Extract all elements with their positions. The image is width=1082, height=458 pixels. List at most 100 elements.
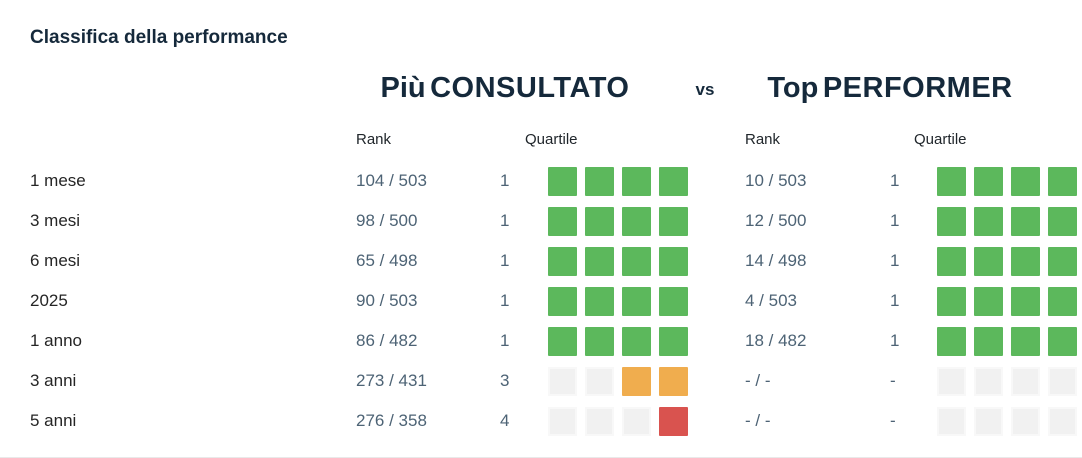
quartile-square-empty	[622, 406, 651, 436]
quartile-square-empty	[1011, 406, 1040, 436]
quartile-square-empty	[937, 366, 966, 396]
quartile-square-empty	[585, 366, 614, 396]
left-quartile-squares	[548, 246, 745, 276]
right-quartile-squares	[937, 206, 1082, 236]
left-quartile-squares	[548, 166, 745, 196]
table-row: 3 mesi 98 / 500 1 12 / 500 1	[30, 201, 1082, 241]
quartile-square-filled	[1011, 286, 1040, 316]
right-quartile-squares	[937, 366, 1082, 396]
left-rank-value: 86 / 482	[356, 331, 418, 350]
quartile-square-filled	[659, 366, 688, 396]
quartile-square-filled	[548, 286, 577, 316]
quartile-square-empty	[1011, 366, 1040, 396]
right-group-header-rest: PERFORMER	[822, 72, 1013, 104]
quartile-square-filled	[974, 206, 1003, 236]
left-group-header: Più CONSULTATO	[340, 72, 670, 108]
quartile-square-filled	[1048, 286, 1077, 316]
page-title: Classifica della performance	[30, 27, 288, 48]
left-rank-column-header: Rank	[356, 131, 392, 148]
period-label: 1 mese	[30, 171, 86, 190]
quartile-square-filled	[1048, 166, 1077, 196]
right-quartile-squares	[937, 326, 1082, 356]
quartile-square-filled	[622, 326, 651, 356]
quartile-square-empty	[548, 406, 577, 436]
quartile-square-filled	[974, 286, 1003, 316]
quartile-square-empty	[937, 406, 966, 436]
period-label: 5 anni	[30, 411, 77, 430]
right-quartile-value: 1	[890, 251, 900, 270]
right-quartile-value: -	[890, 411, 896, 430]
quartile-square-filled	[622, 206, 651, 236]
quartile-square-filled	[585, 166, 614, 196]
quartile-square-filled	[974, 166, 1003, 196]
left-rank-value: 98 / 500	[356, 211, 418, 230]
quartile-square-empty	[548, 366, 577, 396]
quartile-square-filled	[937, 326, 966, 356]
quartile-square-empty	[1048, 406, 1077, 436]
quartile-square-filled	[1048, 246, 1077, 276]
right-group-header: Top PERFORMER	[745, 72, 1035, 108]
quartile-square-filled	[585, 206, 614, 236]
left-rank-value: 273 / 431	[356, 371, 427, 390]
quartile-square-filled	[1048, 206, 1077, 236]
right-quartile-value: -	[890, 371, 896, 390]
left-rank-value: 104 / 503	[356, 171, 427, 190]
period-label: 3 anni	[30, 371, 77, 390]
right-rank-value: 12 / 500	[745, 211, 807, 230]
quartile-square-filled	[548, 326, 577, 356]
right-rank-value: - / -	[745, 411, 771, 430]
quartile-square-filled	[1011, 326, 1040, 356]
right-quartile-value: 1	[890, 211, 900, 230]
right-rank-value: 4 / 503	[745, 291, 797, 310]
quartile-square-filled	[585, 246, 614, 276]
period-label: 2025	[30, 291, 68, 310]
quartile-square-filled	[1011, 206, 1040, 236]
quartile-square-empty	[974, 406, 1003, 436]
right-quartile-squares	[937, 406, 1082, 436]
period-label: 1 anno	[30, 331, 82, 350]
quartile-square-filled	[622, 166, 651, 196]
table-row: 6 mesi 65 / 498 1 14 / 498 1	[30, 241, 1082, 281]
left-quartile-squares	[548, 326, 745, 356]
table-row: 1 anno 86 / 482 1 18 / 482 1	[30, 321, 1082, 361]
right-rank-value: 10 / 503	[745, 171, 807, 190]
left-rank-value: 90 / 503	[356, 291, 418, 310]
right-quartile-column-header: Quartile	[914, 131, 967, 148]
left-quartile-value: 1	[500, 331, 510, 350]
right-rank-column-header: Rank	[745, 131, 781, 148]
quartile-square-filled	[937, 246, 966, 276]
right-group-header-accent: Top	[767, 72, 819, 104]
quartile-square-filled	[937, 286, 966, 316]
quartile-square-empty	[585, 406, 614, 436]
quartile-square-filled	[937, 206, 966, 236]
table-row: 3 anni 273 / 431 3 - / - -	[30, 361, 1082, 401]
vs-label: vs	[695, 80, 715, 99]
quartile-square-empty	[1048, 366, 1077, 396]
quartile-square-filled	[1011, 246, 1040, 276]
quartile-square-filled	[659, 326, 688, 356]
quartile-square-filled	[585, 286, 614, 316]
right-rank-value: - / -	[745, 371, 771, 390]
quartile-square-filled	[548, 246, 577, 276]
quartile-square-filled	[1048, 326, 1077, 356]
left-quartile-value: 1	[500, 251, 510, 270]
right-quartile-squares	[937, 166, 1082, 196]
quartile-square-filled	[548, 206, 577, 236]
table-row: 2025 90 / 503 1 4 / 503 1	[30, 281, 1082, 321]
left-quartile-value: 1	[500, 211, 510, 230]
right-quartile-squares	[937, 246, 1082, 276]
quartile-square-filled	[622, 286, 651, 316]
table-row: 1 mese 104 / 503 1 10 / 503 1	[30, 161, 1082, 201]
quartile-square-filled	[659, 406, 688, 436]
left-quartile-squares	[548, 366, 745, 396]
table-row: 5 anni 276 / 358 4 - / - -	[30, 401, 1082, 441]
quartile-square-filled	[548, 166, 577, 196]
right-quartile-squares	[937, 286, 1082, 316]
right-quartile-value: 1	[890, 171, 900, 190]
left-quartile-value: 1	[500, 171, 510, 190]
quartile-square-filled	[1011, 166, 1040, 196]
left-rank-value: 65 / 498	[356, 251, 418, 270]
left-quartile-value: 3	[500, 371, 510, 390]
left-quartile-squares	[548, 406, 745, 436]
